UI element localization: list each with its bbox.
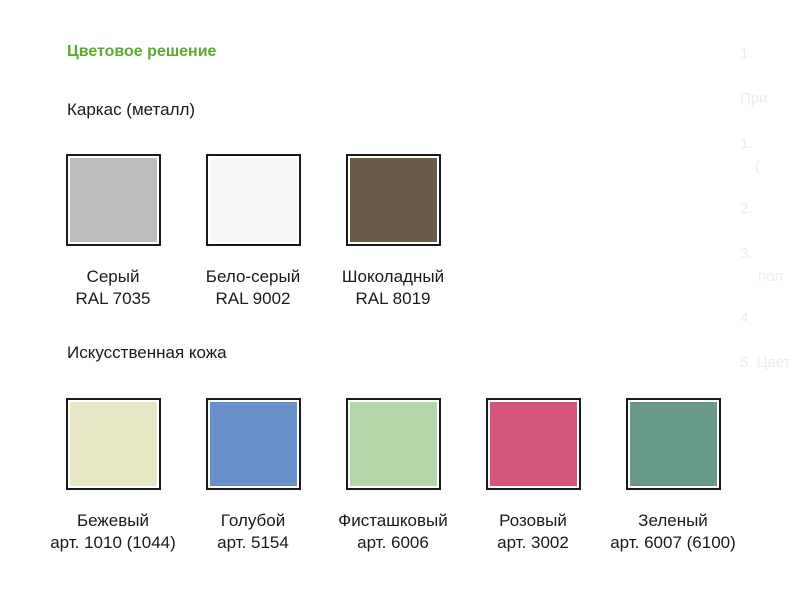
ghost-line: пол [758, 268, 783, 285]
swatch-item-pink[interactable]: Розовый арт. 3002 [458, 398, 608, 554]
color-swatch [345, 398, 441, 490]
ghost-line: ( [755, 158, 760, 175]
swatch-name: Голубой [220, 511, 286, 530]
page-title: Цветовое решение [67, 43, 217, 60]
swatch-code: RAL 8019 [355, 289, 431, 308]
swatch-name: Фисташковый [338, 511, 448, 530]
leather-section-heading: Искусственная кожа [67, 343, 227, 362]
swatch-code: RAL 9002 [215, 289, 291, 308]
swatch-code: арт. 6007 (6100) [610, 533, 736, 552]
swatch-item-chocolate[interactable]: Шоколадный RAL 8019 [318, 154, 468, 310]
swatch-code: арт. 6006 [357, 533, 429, 552]
color-swatch [205, 154, 301, 246]
ghost-line: 2. [740, 200, 753, 217]
swatch-code: арт. 3002 [497, 533, 569, 552]
color-swatch [485, 398, 581, 490]
swatch-item-white-gray[interactable]: Бело-серый RAL 9002 [178, 154, 328, 310]
swatch-item-gray[interactable]: Серый RAL 7035 [38, 154, 188, 310]
ghost-line: 5. Цвет [740, 354, 791, 371]
swatch-code: RAL 7035 [75, 289, 151, 308]
swatch-name: Бело-серый [205, 267, 301, 286]
ghost-line: 1. [740, 45, 753, 62]
color-swatch [65, 154, 161, 246]
color-swatch [65, 398, 161, 490]
color-swatch [205, 398, 301, 490]
color-swatch [345, 154, 441, 246]
swatch-name: Бежевый [77, 511, 149, 530]
swatch-item-pistachio[interactable]: Фисташковый арт. 6006 [318, 398, 468, 554]
swatch-name: Зеленый [638, 511, 708, 530]
swatch-item-blue[interactable]: Голубой арт. 5154 [178, 398, 328, 554]
swatch-code: арт. 1010 (1044) [50, 533, 176, 552]
color-swatch [625, 398, 721, 490]
ghost-line: 3. [740, 245, 753, 262]
swatch-item-beige[interactable]: Бежевый арт. 1010 (1044) [38, 398, 188, 554]
swatch-name: Серый [86, 267, 140, 286]
ghost-line: При [740, 90, 768, 107]
swatch-item-green[interactable]: Зеленый арт. 6007 (6100) [598, 398, 748, 554]
ghost-line: 1. [740, 135, 753, 152]
swatch-name: Шоколадный [341, 267, 445, 286]
swatch-name: Розовый [499, 511, 567, 530]
frame-section-heading: Каркас (металл) [67, 100, 196, 119]
swatch-code: арт. 5154 [217, 533, 289, 552]
ghost-line: 4. [740, 310, 753, 327]
